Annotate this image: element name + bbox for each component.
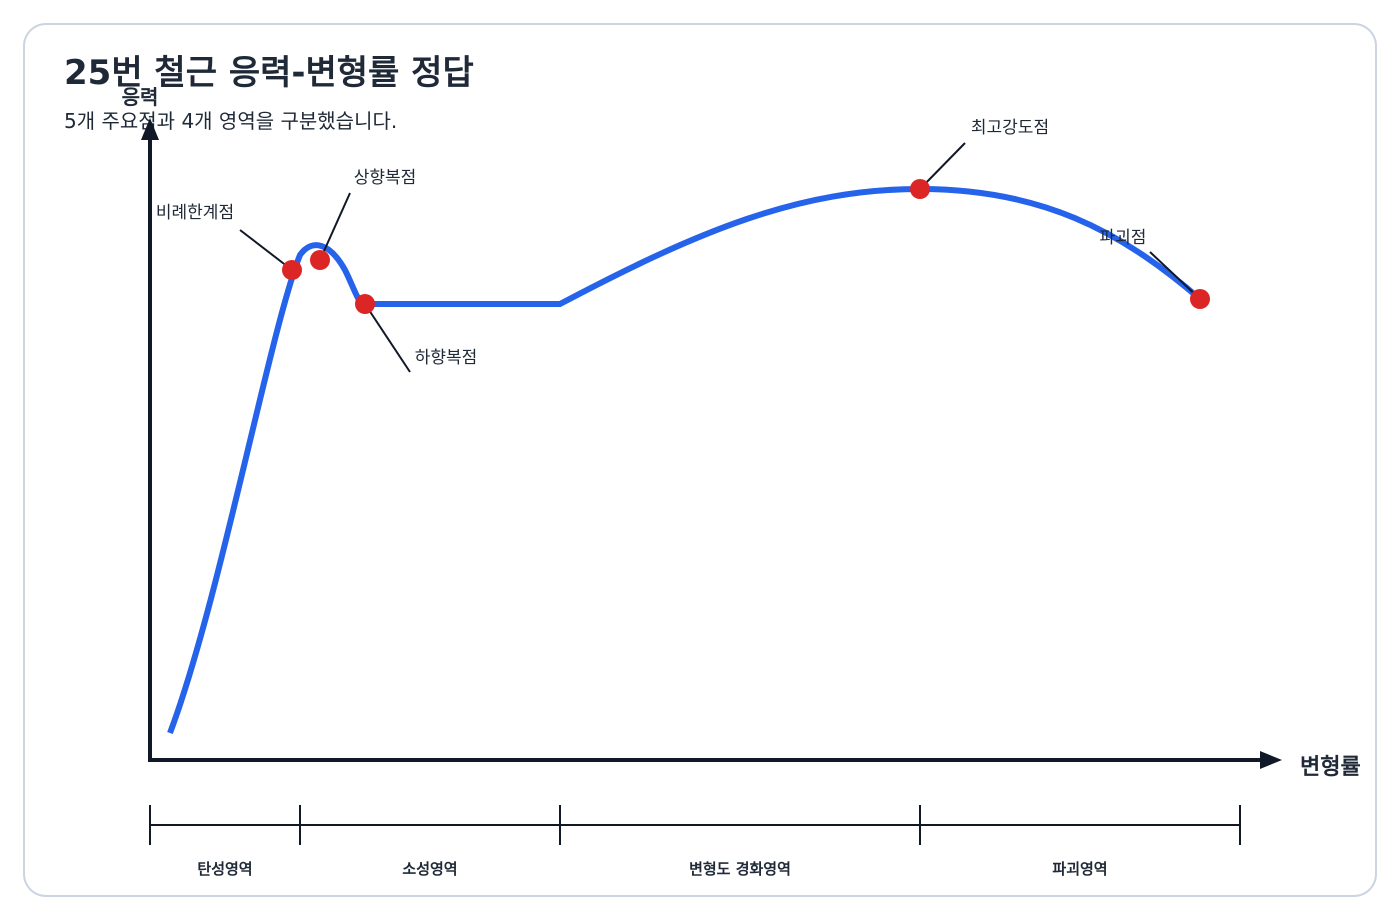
key-point	[1190, 289, 1210, 309]
key-point	[282, 260, 302, 280]
x-axis-label: 변형률	[1300, 755, 1361, 780]
card	[23, 23, 1377, 897]
leader-line	[239, 229, 293, 271]
y-arrow	[141, 118, 159, 140]
key-point	[355, 294, 375, 314]
leader-line	[919, 142, 966, 190]
region-label: 파괴영역	[1052, 860, 1107, 878]
title: 25번 철근 응력-변형률 정답	[64, 53, 474, 93]
leader-line	[319, 192, 351, 261]
point-label: 하향복점	[415, 348, 478, 368]
y-axis-label: 응력	[122, 85, 159, 109]
region-label: 소성영역	[402, 860, 457, 878]
point-label: 최고강도점	[971, 118, 1049, 138]
leader-line	[364, 303, 411, 373]
point-label: 상향복점	[354, 168, 417, 188]
key-point	[910, 179, 930, 199]
key-point	[310, 250, 330, 270]
subtitle: 5개 주요점과 4개 영역을 구분했습니다.	[64, 109, 397, 133]
region-label: 탄성영역	[197, 860, 252, 878]
leader-line	[1149, 251, 1201, 300]
point-label: 파괴점	[1100, 228, 1147, 248]
x-arrow	[1260, 751, 1282, 769]
region-label: 변형도 경화영역	[689, 860, 791, 878]
point-label: 비례한계점	[156, 203, 234, 223]
